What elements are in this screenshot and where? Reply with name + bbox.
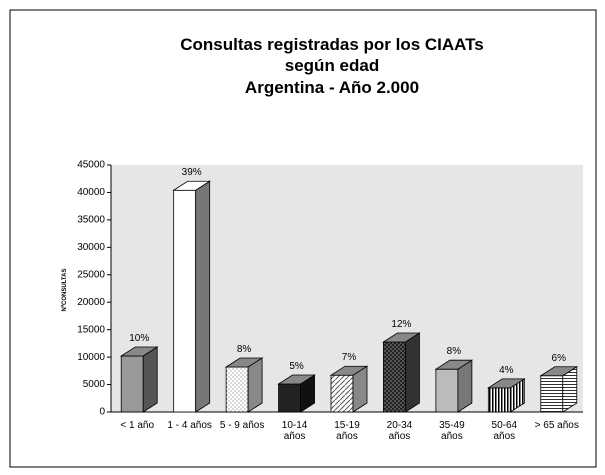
- y-tick-label: 5000: [83, 379, 106, 390]
- bar-top: [172, 180, 212, 191]
- percent-label: 5%: [289, 361, 304, 372]
- bar-front: [540, 375, 564, 413]
- bar: [539, 366, 579, 413]
- x-tick-label: 10-14: [282, 420, 308, 431]
- y-tick-label: 45000: [77, 160, 105, 171]
- bar: [382, 332, 421, 413]
- y-axis-label: NºCONSULTAS: [62, 269, 68, 312]
- percent-label: 10%: [129, 333, 149, 344]
- bar-front: [330, 374, 354, 413]
- title-line: según edad: [285, 56, 379, 75]
- x-tick-label: años: [493, 431, 515, 442]
- percent-label: 7%: [342, 352, 357, 363]
- bar-top: [329, 365, 369, 376]
- bar-top: [382, 332, 421, 343]
- bar-top: [539, 366, 579, 377]
- bar-side: [405, 332, 420, 413]
- x-tick-label: 20-34: [387, 420, 413, 431]
- bar-front: [435, 368, 459, 413]
- percent-label: 8%: [237, 344, 252, 355]
- y-tick-label: 0: [99, 407, 105, 418]
- bar-front: [487, 387, 511, 413]
- x-tick-label: < 1 año: [120, 420, 154, 431]
- bar-top: [224, 357, 264, 368]
- bar-top: [434, 359, 474, 370]
- bar: [172, 180, 212, 413]
- y-tick-label: 25000: [77, 269, 105, 280]
- bar: [329, 365, 369, 413]
- bar-top: [486, 378, 526, 389]
- y-tick-label: 10000: [77, 352, 105, 363]
- y-tick-label: 35000: [77, 215, 105, 226]
- bar-front: [383, 341, 406, 413]
- bar-top: [119, 346, 159, 357]
- percent-label: 8%: [447, 346, 462, 357]
- percent-label: 12%: [391, 319, 411, 330]
- bar: [486, 378, 526, 413]
- percent-label: 6%: [552, 353, 567, 364]
- x-tick-label: 50-64: [492, 420, 518, 431]
- bar: [224, 357, 264, 413]
- bar-side: [195, 180, 211, 413]
- bar: [277, 374, 316, 413]
- x-tick-label: 35-49: [439, 420, 465, 431]
- title-line: Argentina - Año 2.000: [245, 78, 419, 97]
- y-tick-label: 20000: [77, 297, 105, 308]
- bar-front: [278, 383, 301, 413]
- bar-front: [225, 366, 249, 413]
- x-tick-label: años: [284, 431, 306, 442]
- percent-label: 39%: [182, 167, 202, 178]
- y-tick-label: 15000: [77, 324, 105, 335]
- x-tick-label: 1 - 4 años: [167, 420, 211, 431]
- bar-top: [277, 374, 316, 385]
- x-tick-label: años: [389, 431, 411, 442]
- y-tick-label: 30000: [77, 242, 105, 253]
- bar-side: [142, 346, 158, 413]
- percent-label: 4%: [499, 365, 514, 376]
- title-line: Consultas registradas por los CIAATs: [180, 35, 484, 54]
- x-tick-label: > 65 años: [535, 420, 579, 431]
- x-tick-label: 15-19: [334, 420, 360, 431]
- bar-front: [120, 355, 144, 413]
- bar: [119, 346, 159, 413]
- bar-front: [173, 189, 197, 413]
- x-tick-label: años: [336, 431, 358, 442]
- x-tick-label: 5 - 9 años: [220, 420, 264, 431]
- bar: [434, 359, 474, 413]
- y-tick-label: 40000: [77, 187, 105, 198]
- x-tick-label: años: [441, 431, 463, 442]
